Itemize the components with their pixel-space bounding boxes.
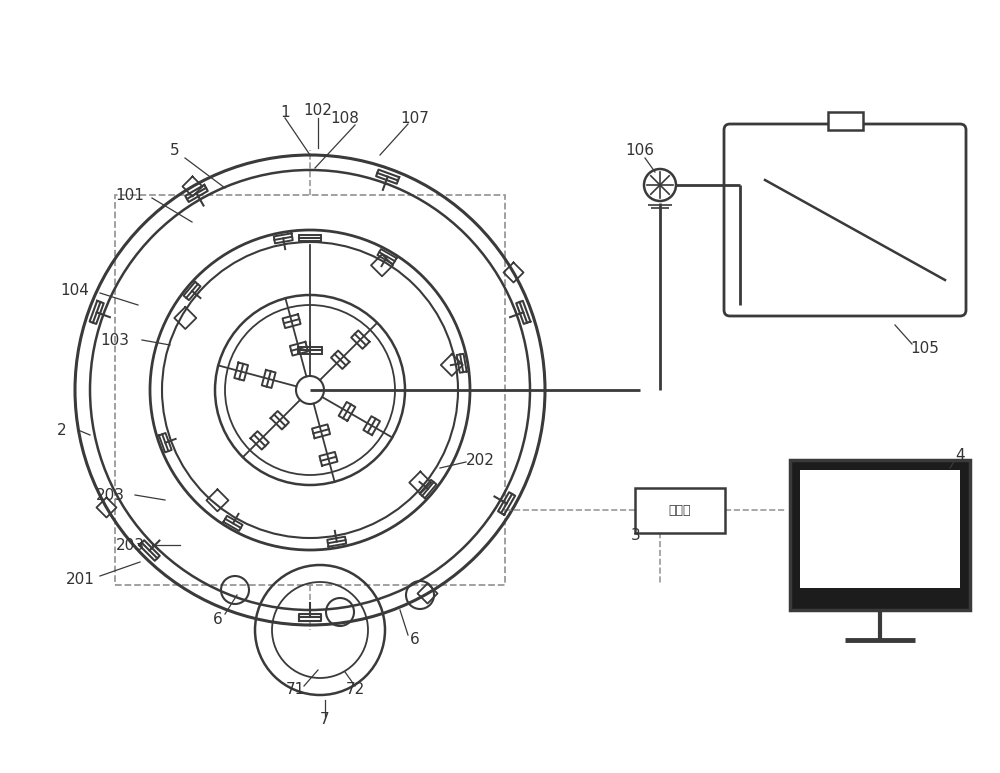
- Text: 104: 104: [61, 282, 89, 298]
- Bar: [298, 347, 322, 354]
- Text: 201: 201: [66, 573, 94, 587]
- Text: 106: 106: [626, 142, 654, 158]
- Text: 202: 202: [466, 452, 494, 468]
- Text: 203: 203: [96, 488, 125, 502]
- Text: 103: 103: [101, 332, 130, 348]
- Text: 102: 102: [304, 103, 332, 117]
- Text: 4: 4: [955, 448, 965, 462]
- Bar: [790, 460, 970, 610]
- Text: 71: 71: [285, 683, 305, 697]
- Text: 1: 1: [280, 104, 290, 120]
- Text: 5: 5: [170, 142, 180, 158]
- Bar: [800, 470, 960, 588]
- Text: 控制器: 控制器: [669, 503, 691, 516]
- Text: 107: 107: [401, 111, 429, 125]
- Bar: [828, 112, 863, 130]
- Text: 7: 7: [320, 713, 330, 727]
- Text: 108: 108: [331, 111, 359, 125]
- FancyBboxPatch shape: [724, 124, 966, 316]
- Text: 2: 2: [57, 423, 67, 438]
- Bar: [299, 235, 321, 241]
- Bar: [115, 195, 505, 585]
- Text: 3: 3: [631, 527, 641, 543]
- Text: 72: 72: [345, 683, 365, 697]
- Text: 105: 105: [911, 340, 939, 356]
- Bar: [635, 488, 725, 533]
- Text: 6: 6: [213, 612, 223, 628]
- Text: 203: 203: [116, 537, 145, 553]
- Text: 101: 101: [116, 188, 144, 203]
- Text: 6: 6: [410, 632, 420, 648]
